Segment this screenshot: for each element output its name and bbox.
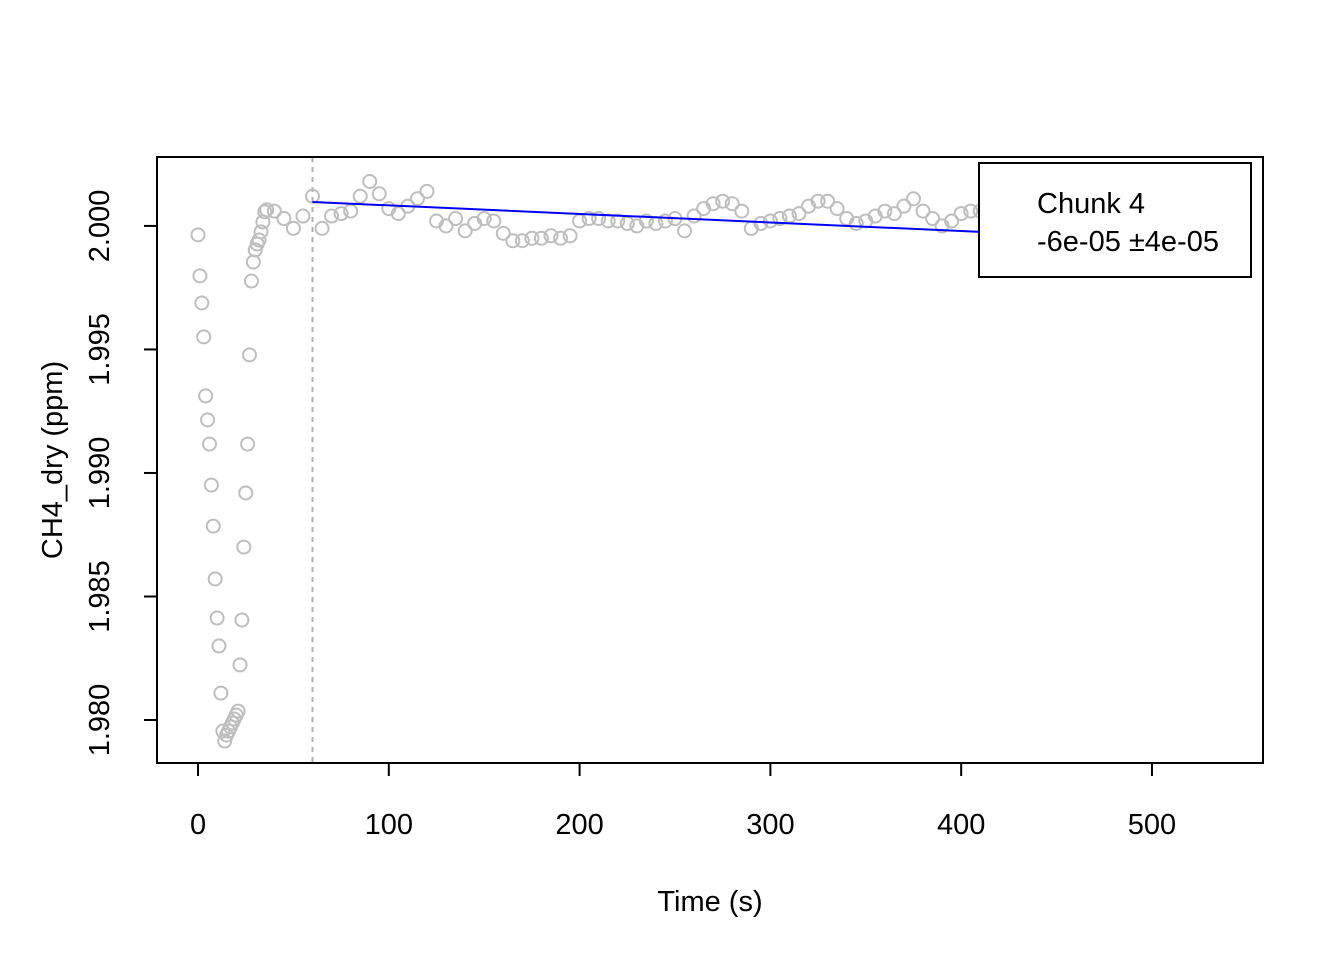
data-point [201, 436, 217, 452]
data-point [753, 215, 769, 231]
data-point [791, 206, 807, 222]
data-point [194, 295, 210, 311]
data-point [657, 213, 673, 229]
data-point [243, 273, 259, 289]
data-point [314, 220, 330, 236]
data-point [486, 213, 502, 229]
data-point [905, 191, 921, 207]
data-point [915, 203, 931, 219]
data-point [762, 213, 778, 229]
data-point [438, 218, 454, 234]
x-tick-label: 100 [365, 809, 413, 841]
data-point [215, 723, 231, 739]
data-point [276, 211, 292, 227]
data-point [533, 230, 549, 246]
data-point [495, 225, 511, 241]
data-point [238, 485, 254, 501]
data-point [266, 203, 282, 219]
data-point [190, 227, 206, 243]
data-point [203, 477, 219, 493]
data-point [362, 173, 378, 189]
data-point [562, 228, 578, 244]
data-point [192, 268, 208, 284]
data-point [207, 571, 223, 587]
x-tick-label: 200 [555, 809, 603, 841]
data-point [251, 232, 267, 248]
data-point [200, 412, 216, 428]
data-point [205, 518, 221, 534]
x-tick-label: 400 [937, 809, 985, 841]
data-point [211, 638, 227, 654]
data-point [234, 612, 250, 628]
data-point [686, 208, 702, 224]
data-point [285, 220, 301, 236]
data-point [257, 204, 273, 220]
data-point [232, 657, 248, 673]
y-tick-label: 1.995 [84, 313, 116, 386]
x-tick-label: 500 [1128, 809, 1176, 841]
data-point [772, 211, 788, 227]
data-point [253, 224, 269, 240]
data-point [457, 223, 473, 239]
data-point [196, 329, 212, 345]
data-point [829, 201, 845, 217]
data-point [581, 211, 597, 227]
data-point [524, 230, 540, 246]
data-point [734, 203, 750, 219]
y-tick-label: 1.990 [84, 437, 116, 510]
data-point [245, 254, 261, 270]
data-point [448, 211, 464, 227]
fit-line [312, 200, 981, 233]
y-axis-label: CH4_dry (ppm) [37, 361, 69, 559]
data-point [242, 347, 258, 363]
data-point [240, 436, 256, 452]
data-point [505, 233, 521, 249]
data-point [236, 539, 252, 555]
x-tick-label: 0 [190, 809, 206, 841]
data-point [677, 223, 693, 239]
data-point [390, 206, 406, 222]
data-point [333, 206, 349, 222]
x-tick-label: 300 [746, 809, 794, 841]
data-point [259, 202, 275, 218]
data-point [944, 213, 960, 229]
data-point [810, 193, 826, 209]
data-point [715, 193, 731, 209]
data-point [543, 228, 559, 244]
data-point [476, 211, 492, 227]
data-point [371, 186, 387, 202]
y-tick-label: 1.980 [84, 684, 116, 757]
x-axis-label: Time (s) [657, 886, 762, 918]
legend-box [978, 162, 1252, 278]
data-point [419, 183, 435, 199]
data-point [963, 203, 979, 219]
data-point [591, 211, 607, 227]
legend-text: Chunk 4 [1037, 188, 1145, 220]
data-point [230, 703, 246, 719]
data-point [820, 193, 836, 209]
data-point [213, 685, 229, 701]
y-tick-label: 2.000 [84, 190, 116, 263]
data-point [198, 388, 214, 404]
data-point [553, 230, 569, 246]
data-point [324, 208, 340, 224]
data-point [514, 233, 530, 249]
data-point [209, 610, 225, 626]
legend-text: -6e-05 ±4e-05 [1037, 226, 1219, 258]
data-point [295, 208, 311, 224]
data-point [896, 198, 912, 214]
data-point [925, 211, 941, 227]
data-point [638, 213, 654, 229]
data-point [724, 196, 740, 212]
data-point [409, 191, 425, 207]
y-tick-label: 1.985 [84, 560, 116, 633]
data-point [953, 206, 969, 222]
data-point [886, 206, 902, 222]
data-point [610, 213, 626, 229]
data-point [352, 188, 368, 204]
data-point [848, 215, 864, 231]
data-point [705, 196, 721, 212]
data-point [877, 203, 893, 219]
